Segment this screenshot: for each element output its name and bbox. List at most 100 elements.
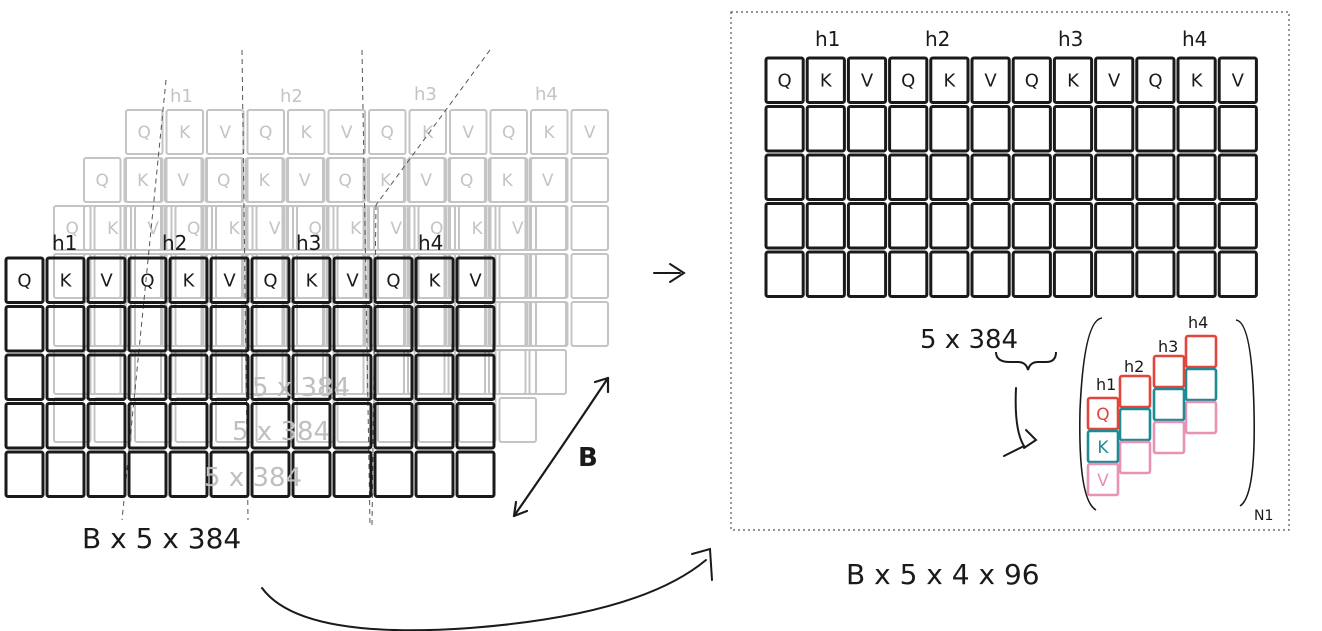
panel-cell	[929, 202, 970, 250]
front-cell	[250, 402, 291, 450]
ghost-layer-2-cell	[377, 349, 416, 395]
stack-cell	[1118, 440, 1152, 475]
panel-cell	[929, 105, 970, 153]
ghost-layer-0-cell	[570, 109, 609, 155]
ghost-layer-2-cell	[53, 253, 92, 299]
front-cell-label: Q	[263, 271, 277, 292]
brace-under-384	[995, 351, 1057, 371]
front-cell	[291, 353, 332, 401]
panel-cell	[1052, 153, 1094, 201]
front-cell	[45, 305, 86, 353]
panel-cell-label: Q	[1025, 71, 1039, 92]
ghost-layer-2-cell	[498, 397, 537, 443]
panel-cell-label: Q	[901, 71, 915, 92]
ghost-layer-1-cell	[528, 301, 567, 347]
ghost-layer-2-cell-label: Q	[309, 219, 322, 239]
head-split-line	[361, 49, 371, 526]
panel-cell	[805, 202, 846, 250]
stack-cell	[1118, 407, 1152, 442]
panel-cell	[888, 56, 929, 104]
panel-head-label-h2: h2	[925, 27, 950, 51]
ghost-layer-2-cell	[417, 349, 456, 395]
ghost-layer-2-cell	[296, 205, 335, 251]
panel-cell-label: V	[1108, 71, 1121, 92]
front-cell	[332, 353, 373, 401]
batch-label: B	[578, 443, 598, 473]
ghost-layer-2-cell-label: K	[472, 219, 484, 239]
panel-cell	[764, 56, 805, 104]
panel-cell	[1094, 202, 1135, 250]
left-shape-label: B x 5 x 384	[82, 522, 241, 555]
panel-cell	[970, 153, 1011, 201]
front-cell	[45, 402, 86, 450]
front-cell	[291, 402, 332, 450]
ghost-layer-0-cell	[246, 109, 285, 155]
front-cell	[455, 353, 496, 401]
panel-cell	[1176, 202, 1217, 250]
ghost-layer-1-cell	[528, 253, 567, 299]
ghost-head-label: h1	[170, 86, 193, 107]
panel-cell	[1217, 56, 1258, 104]
ghost-layer-2-cell	[417, 253, 456, 299]
front-cell	[332, 450, 373, 498]
front-cell	[414, 256, 455, 304]
ghost-layer-1-cell-label: K	[502, 171, 514, 191]
ghost-layer-0-cell	[125, 109, 164, 155]
front-cell-label: K	[183, 271, 196, 292]
panel-shape-label: 5 x 384	[920, 325, 1018, 355]
ghost-layer-0-cell	[530, 109, 569, 155]
stack-cell	[1184, 400, 1218, 435]
ghost-layer-1-cell	[204, 157, 243, 203]
stack-cell	[1086, 462, 1120, 497]
panel-cell	[805, 250, 846, 298]
front-cell	[250, 450, 291, 498]
stack-cell	[1118, 374, 1152, 409]
panel-cell	[970, 105, 1011, 153]
ghost-layer-2-cell-label: V	[512, 219, 524, 239]
ghost-layer-2-cell	[336, 205, 375, 251]
panel-cell	[1011, 250, 1052, 298]
ghost-layer-2-cell-label: V	[269, 219, 281, 239]
ghost-layer-2-cell	[377, 205, 416, 251]
front-cell	[86, 305, 127, 353]
front-cell-label: V	[100, 271, 113, 292]
panel-cell	[970, 250, 1011, 298]
ghost-layer-2-cell-label: K	[350, 219, 362, 239]
ghost-layer-0-cell-label: V	[219, 123, 231, 143]
ghost-layer-1-cell-label: Q	[217, 171, 230, 191]
panel-cell	[1052, 56, 1094, 104]
stack-brackets	[1079, 317, 1256, 511]
panel-head-label-h3: h3	[1058, 27, 1083, 51]
panel-head-label-h4: h4	[1182, 27, 1207, 51]
stack-head-label-h4: h4	[1188, 313, 1208, 332]
front-cell	[127, 256, 168, 304]
panel-head-label-h1: h1	[815, 27, 840, 51]
ghost-layer-1-cell-label: V	[299, 171, 311, 191]
panel-cell	[1011, 56, 1052, 104]
ghost-layer-0-cell	[489, 109, 528, 155]
panel-cell	[1094, 153, 1135, 201]
panel-cell	[888, 202, 929, 250]
stack-head-label-h3: h3	[1158, 337, 1178, 356]
panel-cell	[846, 250, 888, 298]
ghost-layer-1-cell	[164, 157, 203, 203]
ghost-head-label: h4	[535, 84, 558, 105]
ghost-layer-2-cell	[498, 349, 537, 395]
front-cell	[127, 450, 168, 498]
front-cell	[168, 256, 209, 304]
front-cell	[4, 305, 45, 353]
ghost-layer-2-cell-label: Q	[430, 219, 443, 239]
front-cell	[373, 353, 414, 401]
ghost-layer-2-cell	[498, 205, 537, 251]
ghost-shape-label-1: 5 x 384	[252, 373, 350, 403]
ghost-layer-2-cell	[215, 205, 254, 251]
front-cell	[127, 353, 168, 401]
ghost-layer-1-cell	[447, 157, 486, 203]
ghost-layer-0-cell	[570, 205, 609, 251]
ghost-layer-2-cell-label: Q	[66, 219, 79, 239]
front-cell	[414, 353, 455, 401]
panel-cell	[1217, 153, 1258, 201]
front-cell	[209, 256, 250, 304]
front-cell	[4, 353, 45, 401]
